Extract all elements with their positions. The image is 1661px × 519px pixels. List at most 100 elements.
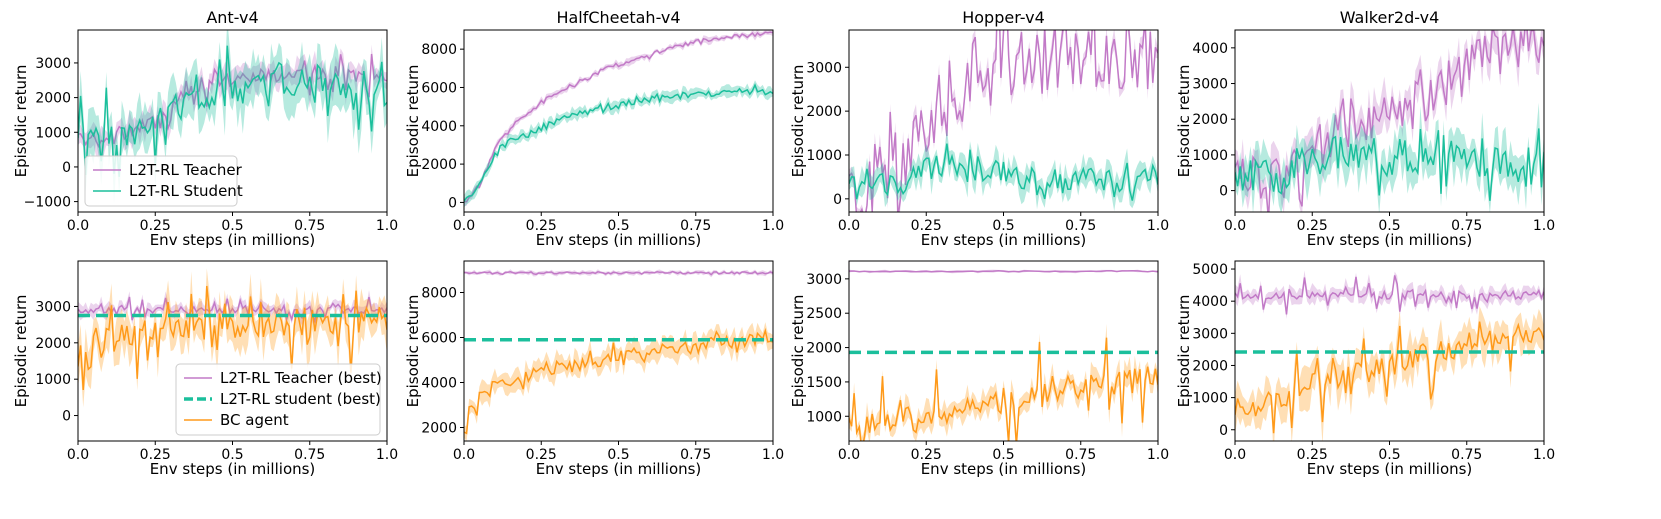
x-axis-label: Env steps (in millions) xyxy=(1307,460,1473,478)
y-tick-label: 2000 xyxy=(35,336,71,352)
y-axis-label: Episodic return xyxy=(789,295,807,408)
x-tick-label: 0.0 xyxy=(453,447,475,463)
x-tick-label: 0.75 xyxy=(294,218,325,234)
x-tick-label: 0.25 xyxy=(140,218,171,234)
y-tick-label: 4000 xyxy=(421,376,457,392)
x-tick-label: 0.25 xyxy=(140,447,171,463)
y-tick-label: 1500 xyxy=(806,375,842,391)
x-axis-label: Env steps (in millions) xyxy=(536,460,702,478)
x-axis-label: Env steps (in millions) xyxy=(1307,231,1473,249)
x-tick-label: 0.25 xyxy=(526,447,557,463)
y-axis-label: Episodic return xyxy=(404,65,422,178)
series-line-bc xyxy=(78,285,387,390)
subplot-0: Ant-v4 0.0 0.25 0.5 0.75 1.0 Env steps (in mil… xyxy=(12,8,398,249)
x-tick-label: 0.0 xyxy=(67,447,89,463)
y-tick-label: 3000 xyxy=(806,60,842,76)
x-tick-label: 0.5 xyxy=(1378,447,1400,463)
subplot-5: 0.0 0.25 0.5 0.75 1.0 Env steps (in millions)… xyxy=(404,260,784,478)
series-line-student xyxy=(78,45,387,177)
series-line-student xyxy=(464,83,773,202)
band-bc xyxy=(464,322,773,441)
legend-label: L2T-RL Teacher (best) xyxy=(220,369,382,387)
x-tick-label: 0.5 xyxy=(607,447,629,463)
x-tick-label: 0.75 xyxy=(1065,218,1096,234)
x-tick-label: 1.0 xyxy=(1147,447,1169,463)
x-tick-label: 0.75 xyxy=(1065,447,1096,463)
subplot-title: Ant-v4 xyxy=(206,8,258,27)
y-axis-label: Episodic return xyxy=(12,295,30,408)
x-tick-label: 0.0 xyxy=(838,218,860,234)
x-tick-label: 0.75 xyxy=(1451,447,1482,463)
y-tick-label: 1000 xyxy=(35,125,71,141)
y-tick-label: 0 xyxy=(1219,184,1228,200)
axes-frame xyxy=(463,29,774,213)
legend: L2T-RL Teacher L2T-RL Student xyxy=(84,155,243,207)
x-tick-label: 0.5 xyxy=(221,218,243,234)
band-student xyxy=(464,80,773,208)
x-tick-label: 1.0 xyxy=(1533,447,1555,463)
band-teacher xyxy=(78,44,387,159)
x-axis-label: Env steps (in millions) xyxy=(536,231,702,249)
subplot-4: 0.0 0.25 0.5 0.75 1.0 Env steps (in millions)… xyxy=(12,260,398,478)
y-tick-label: 0 xyxy=(1219,423,1228,439)
subplot-3: Walker2d-v4 0.0 0.25 0.5 0.75 1.0 Env steps (i… xyxy=(1175,8,1555,249)
series-line-bc xyxy=(849,337,1158,441)
legend-label: L2T-RL Student xyxy=(129,182,243,200)
x-tick-label: 0.75 xyxy=(1451,218,1482,234)
x-tick-label: 1.0 xyxy=(376,447,398,463)
series-line-student xyxy=(849,143,1158,201)
y-tick-label: 3000 xyxy=(806,272,842,288)
x-axis-label: Env steps (in millions) xyxy=(150,231,316,249)
legend: L2T-RL Teacher (best) L2T-RL student (bes… xyxy=(175,363,382,436)
y-tick-label: 1000 xyxy=(806,148,842,164)
y-tick-label: −1000 xyxy=(24,195,71,211)
y-tick-label: 2000 xyxy=(1192,358,1228,374)
x-tick-label: 0.75 xyxy=(294,447,325,463)
legend-label: BC agent xyxy=(220,411,289,429)
y-tick-label: 3000 xyxy=(35,299,71,315)
x-tick-label: 0.25 xyxy=(911,447,942,463)
x-tick-label: 0.75 xyxy=(680,447,711,463)
legend-label: L2T-RL Teacher xyxy=(129,161,243,179)
x-tick-label: 0.5 xyxy=(221,447,243,463)
y-tick-label: 0 xyxy=(62,409,71,425)
x-tick-label: 0.25 xyxy=(1297,218,1328,234)
band-bc xyxy=(849,323,1158,441)
legend-box xyxy=(84,155,238,207)
subplot-title: Walker2d-v4 xyxy=(1340,8,1440,27)
x-axis-label: Env steps (in millions) xyxy=(921,231,1087,249)
subplot-title: HalfCheetah-v4 xyxy=(556,8,680,27)
series-line-teacher xyxy=(1235,30,1544,212)
y-axis-label: Episodic return xyxy=(12,65,30,178)
subplot-title: Hopper-v4 xyxy=(962,8,1045,27)
y-tick-label: 3000 xyxy=(1192,77,1228,93)
y-tick-label: 2500 xyxy=(806,306,842,322)
y-tick-label: 5000 xyxy=(1192,262,1228,278)
y-tick-label: 2000 xyxy=(35,91,71,107)
y-tick-label: 8000 xyxy=(421,42,457,58)
x-tick-label: 0.0 xyxy=(453,218,475,234)
y-axis-label: Episodic return xyxy=(1175,65,1193,178)
x-tick-label: 0.0 xyxy=(838,447,860,463)
subplot-1: HalfCheetah-v4 0.0 0.25 0.5 0.75 1.0 Env steps… xyxy=(404,8,784,249)
x-tick-label: 0.5 xyxy=(992,218,1014,234)
x-tick-label: 0.25 xyxy=(1297,447,1328,463)
series-line-teacher xyxy=(849,270,1158,273)
band-bc xyxy=(78,268,387,408)
y-tick-label: 0 xyxy=(62,160,71,176)
subplot-6: 0.0 0.25 0.5 0.75 1.0 Env steps (in millions)… xyxy=(789,260,1169,478)
band-teacher xyxy=(1235,270,1544,319)
x-tick-label: 1.0 xyxy=(1147,218,1169,234)
series-line-bc xyxy=(464,327,773,435)
y-axis-label: Episodic return xyxy=(789,65,807,178)
y-tick-label: 4000 xyxy=(421,119,457,135)
x-tick-label: 1.0 xyxy=(762,447,784,463)
x-tick-label: 0.5 xyxy=(607,218,629,234)
y-axis-label: Episodic return xyxy=(1175,295,1193,408)
x-tick-label: 0.25 xyxy=(911,218,942,234)
x-tick-label: 1.0 xyxy=(376,218,398,234)
subplot-7: 0.0 0.25 0.5 0.75 1.0 Env steps (in millions)… xyxy=(1175,260,1555,478)
y-tick-label: 2000 xyxy=(421,421,457,437)
plot-area xyxy=(849,269,1158,441)
y-tick-label: 8000 xyxy=(421,286,457,302)
